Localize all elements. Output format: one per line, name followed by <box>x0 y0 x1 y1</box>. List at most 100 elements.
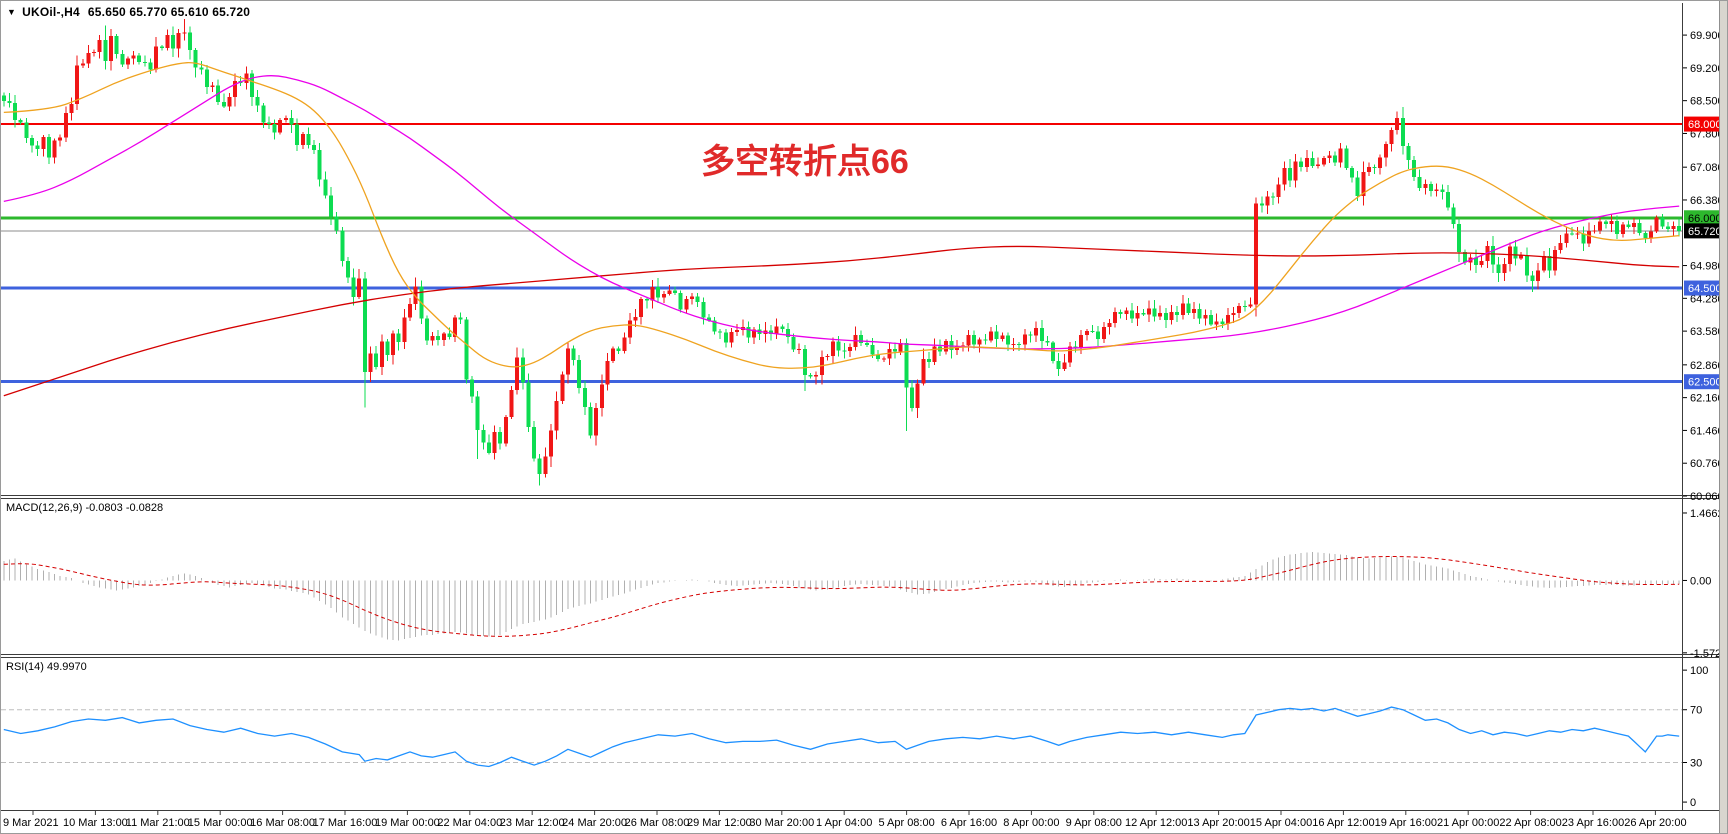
candle-body <box>1553 249 1558 271</box>
candle-body <box>1005 335 1010 345</box>
candle-body <box>520 357 525 383</box>
candle-body <box>1327 155 1332 158</box>
candle-body <box>1237 306 1242 313</box>
candle-body <box>768 330 773 334</box>
candle-body <box>1434 189 1439 192</box>
candle-body <box>154 46 159 70</box>
candle-body <box>1524 255 1529 276</box>
candle-body <box>864 342 869 345</box>
candle-body <box>684 299 689 310</box>
candle-body <box>255 96 260 106</box>
candle-body <box>627 320 632 338</box>
candle-body <box>120 54 125 65</box>
main-plot-area[interactable] <box>1 3 1682 496</box>
price-badge-65.720 <box>1684 223 1727 239</box>
candle-body <box>661 293 666 298</box>
candle-body <box>1479 261 1484 265</box>
time-axis-label: 24 Mar 20:00 <box>562 817 627 829</box>
candle-body <box>24 122 29 138</box>
chevron-down-icon[interactable]: ▼ <box>7 7 17 17</box>
price-axis-label: 69.200 <box>1690 63 1724 75</box>
rsi-line[interactable] <box>3 706 1680 768</box>
candle-body <box>1570 233 1575 235</box>
candle-body <box>306 133 311 146</box>
scrollbar-track[interactable] <box>1719 1 1727 833</box>
macd-plot-area[interactable] <box>1 499 1682 655</box>
candle-body <box>1310 157 1315 167</box>
candle-body <box>1197 309 1202 319</box>
candle-body <box>1130 310 1135 319</box>
candle-body <box>1626 224 1631 227</box>
candle-body <box>1259 203 1264 206</box>
candle-body <box>351 277 356 298</box>
candle-body <box>802 348 807 375</box>
time-axis-label: 8 Apr 00:00 <box>1003 817 1059 829</box>
medium-ma-line[interactable] <box>3 75 1680 350</box>
candle-body <box>560 374 565 402</box>
candle-body <box>328 195 333 217</box>
fast-ma-line[interactable] <box>3 62 1680 369</box>
candle-body <box>515 357 520 390</box>
candle-body <box>1124 310 1129 314</box>
candle-body <box>537 458 542 475</box>
candle-body <box>548 430 553 457</box>
ohlc-values: 65.650 65.770 65.610 65.720 <box>87 5 251 19</box>
candle-body <box>977 339 982 345</box>
rsi-plot-area[interactable] <box>1 658 1682 810</box>
candle-body <box>503 416 508 444</box>
candle-body <box>283 117 288 120</box>
candle-body <box>673 290 678 293</box>
candle-body <box>1248 304 1253 307</box>
candle-body <box>1445 191 1450 208</box>
price-axis[interactable]: 69.90069.20068.50067.80067.08066.38064.9… <box>1683 30 1728 809</box>
candle-body <box>1592 230 1597 232</box>
slow-ma-line[interactable] <box>3 245 1680 397</box>
candle-body <box>1513 246 1518 259</box>
candle-body <box>148 62 153 70</box>
candle-body <box>988 331 993 341</box>
candle-body <box>492 431 497 453</box>
candle-body <box>1457 223 1462 253</box>
candle-body <box>18 119 23 123</box>
candle-body <box>893 348 898 352</box>
candle-body <box>221 101 226 107</box>
candle-body <box>7 101 12 103</box>
candle-body <box>1366 166 1371 172</box>
time-axis-label: 21 Apr 00:00 <box>1437 817 1499 829</box>
candle-body <box>210 85 215 87</box>
time-axis-label: 19 Apr 16:00 <box>1375 817 1437 829</box>
candle-body <box>1496 264 1501 274</box>
candle-body <box>1067 346 1072 363</box>
time-axis-label: 13 Apr 20:00 <box>1187 817 1249 829</box>
candle-body <box>171 34 176 49</box>
candle-body <box>633 316 638 321</box>
time-axis-label: 22 Mar 04:00 <box>437 817 502 829</box>
candle-body <box>1660 217 1665 227</box>
rsi-layer <box>1 706 1682 768</box>
candle-body <box>1451 207 1456 224</box>
macd-signal-line[interactable] <box>3 555 1680 637</box>
candle-body <box>650 286 655 301</box>
candle-body <box>1344 148 1349 168</box>
candle-body <box>1378 157 1383 168</box>
candle-body <box>1079 334 1084 348</box>
candle-body <box>972 334 977 345</box>
macd-axis-label: -1.5728 <box>1690 648 1727 660</box>
candle-body <box>752 329 757 338</box>
candle-body <box>108 36 113 61</box>
candle-body <box>475 396 480 430</box>
candle-body <box>1045 340 1050 343</box>
time-axis-label: 9 Mar 2021 <box>3 817 59 829</box>
candle-body <box>1231 312 1236 316</box>
candle-body <box>565 348 570 375</box>
candle-body <box>1000 335 1005 339</box>
candle-body <box>1169 311 1174 321</box>
candle-body <box>131 55 136 59</box>
price-badge-62.500 <box>1684 374 1727 390</box>
candle-body <box>1141 312 1146 315</box>
candle-body <box>1333 155 1338 163</box>
time-axis-label: 30 Mar 20:00 <box>749 817 814 829</box>
candle-body <box>1440 189 1445 192</box>
